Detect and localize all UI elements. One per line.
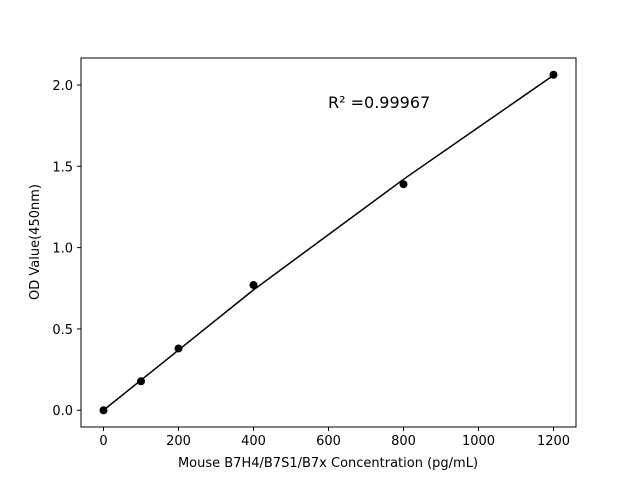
x-tick-label: 200 [166, 434, 191, 449]
y-tick-label: 1.5 [52, 160, 73, 175]
y-tick-label: 0.5 [52, 323, 73, 338]
y-tick-label: 0.0 [52, 404, 73, 419]
x-tick-label: 400 [241, 434, 266, 449]
data-point [174, 344, 183, 353]
x-tick-label: 0 [99, 434, 107, 449]
x-tick-label: 800 [391, 434, 416, 449]
y-tick-label: 2.0 [52, 79, 73, 94]
annotation: R² =0.99967 [328, 93, 430, 112]
data-point [399, 180, 408, 189]
x-tick-label: 600 [316, 434, 341, 449]
x-tick-label: 1000 [462, 434, 495, 449]
y-axis-label: OD Value(450nm) [28, 184, 43, 300]
x-tick-label: 1200 [537, 434, 570, 449]
y-tick-label: 1.0 [52, 242, 73, 257]
x-axis-label: Mouse B7H4/B7S1/B7x Concentration (pg/mL… [178, 456, 478, 471]
fit-line [103, 74, 554, 411]
plot-frame [80, 57, 577, 428]
data-point [249, 281, 258, 290]
